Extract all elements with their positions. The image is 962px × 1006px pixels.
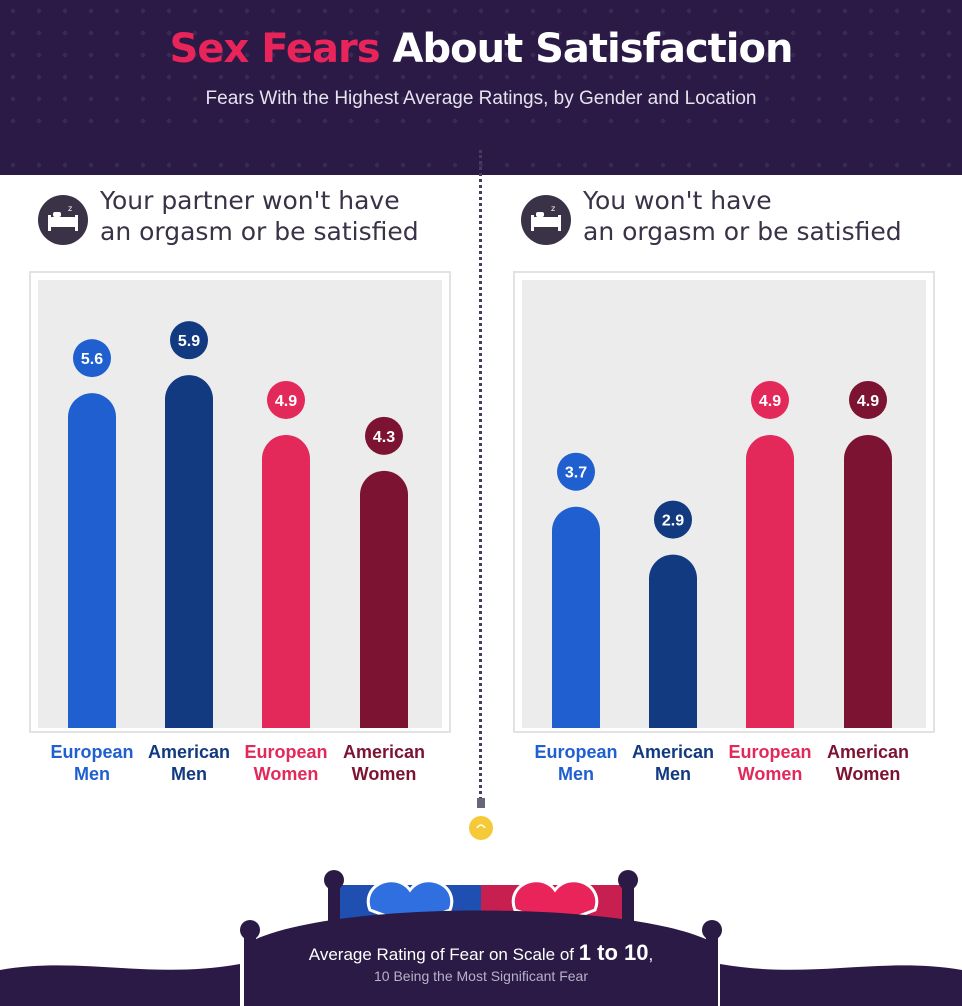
footer-caption-prefix: Average Rating of Fear on Scale of: [308, 945, 579, 964]
title-accent: Sex Fears: [169, 26, 381, 72]
value-badge: [73, 339, 111, 378]
bar-1: [165, 375, 213, 728]
title-rest: About Satisfaction: [392, 26, 794, 72]
value-badge: [170, 321, 208, 360]
bar-2: [262, 434, 310, 728]
bed-icon: z: [521, 195, 571, 245]
category-label: European: [50, 742, 133, 762]
value-label: 4.9: [759, 393, 781, 410]
category-label: American: [343, 742, 425, 762]
bar-3: [844, 434, 892, 728]
value-label: 5.6: [81, 351, 103, 368]
category-label: Men: [558, 764, 594, 784]
value-badge: [557, 452, 595, 491]
footer-caption-suffix: ,: [648, 945, 654, 964]
category-label: European: [534, 742, 617, 762]
value-badge: [849, 380, 887, 419]
panel-header-left: z Your partner won't have an orgasm or b…: [38, 185, 478, 255]
footer-caption-emphasis: 1 to 10: [578, 940, 649, 965]
value-badge: [654, 500, 692, 539]
value-label: 4.9: [857, 393, 879, 410]
category-label: Men: [655, 764, 691, 784]
page-title: Sex Fears About Satisfaction: [0, 26, 962, 72]
value-label: 4.9: [275, 393, 297, 410]
bar-0: [552, 506, 600, 728]
footer-caption: Average Rating of Fear on Scale of 1 to …: [0, 940, 962, 966]
panel-title-right: You won't have an orgasm or be satisfied: [583, 186, 902, 246]
bar-chart-right: 3.7EuropeanMen2.9AmericanMen4.9EuropeanW…: [513, 271, 935, 784]
panel-header-right: z You won't have an orgasm or be satisfi…: [521, 185, 961, 255]
bar-3: [360, 470, 408, 728]
center-divider: [479, 150, 482, 800]
category-label: European: [244, 742, 327, 762]
svg-text:z: z: [551, 204, 555, 213]
category-label: Men: [74, 764, 110, 784]
value-label: 3.7: [565, 465, 587, 482]
category-label: American: [148, 742, 230, 762]
bar-chart-left: 5.6EuropeanMen5.9AmericanMen4.9EuropeanW…: [29, 271, 451, 784]
header-wave-edge: [0, 128, 962, 164]
bar-0: [68, 393, 116, 728]
lightbulb-icon: [469, 798, 493, 840]
bar-1: [649, 554, 697, 728]
category-label: American: [632, 742, 714, 762]
value-badge: [267, 380, 305, 419]
value-label: 5.9: [178, 333, 200, 350]
panel-title-left: Your partner won't have an orgasm or be …: [100, 186, 419, 246]
category-label: Women: [254, 764, 319, 784]
category-label: Men: [171, 764, 207, 784]
category-label: American: [827, 742, 909, 762]
value-label: 2.9: [662, 513, 684, 530]
value-badge: [751, 380, 789, 419]
category-label: Women: [738, 764, 803, 784]
category-label: European: [728, 742, 811, 762]
bar-2: [746, 434, 794, 728]
svg-text:z: z: [68, 204, 72, 213]
value-label: 4.3: [373, 429, 395, 446]
footer-bed-graphic: [0, 870, 962, 1006]
footer-subcaption: 10 Being the Most Significant Fear: [373, 968, 588, 984]
value-badge: [365, 416, 403, 455]
page-subtitle: Fears With the Highest Average Ratings, …: [205, 88, 757, 109]
category-label: Women: [352, 764, 417, 784]
category-label: Women: [836, 764, 901, 784]
bed-icon: z: [38, 195, 88, 245]
